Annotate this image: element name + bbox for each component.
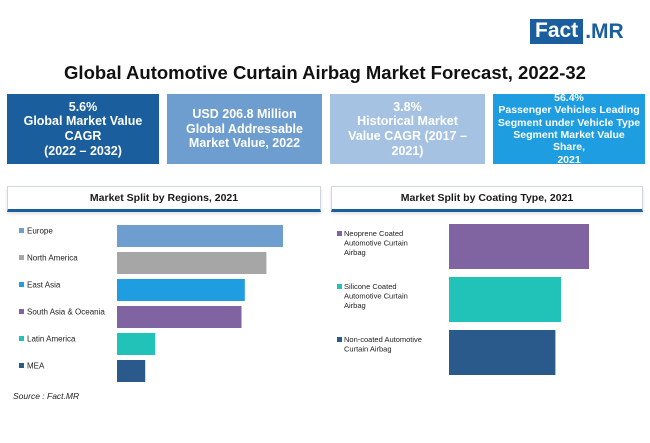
bar-europe [117,225,283,247]
stat-label: Passenger Vehicles Leading [498,104,640,117]
tick-label-latin-america: Latin America [27,335,76,344]
stat-label: (2022 – 2032) [44,143,122,158]
tick-label-east-asia: East Asia [27,281,61,290]
stat-value: USD 206.8 Million [192,106,297,121]
legend-marker-north-america [19,255,24,260]
stat-value: 56.4% [554,91,584,104]
tick-label-south-asia-oceania: South Asia & Oceania [27,308,105,317]
legend-marker-latin-america [19,336,24,341]
bar-east-asia [117,279,245,301]
stat-value: 5.6% [68,99,98,114]
legend-marker-south-asia-oceania [19,309,24,314]
stat-value: 3.8% [393,99,422,114]
stat-label: 2021) [391,143,424,158]
fact-mr-logo: Fact .MR [530,19,624,44]
tick-label-neoprene-coated-automotive-curtain-airbag: Neoprene Coated Automotive Curtain Airbag [344,229,408,257]
stat-box-cagr: 5.6% Global Market Value CAGR (2022 – 20… [7,94,159,164]
stat-label: CAGR [64,129,102,143]
regions-chart-title: Market Split by Regions, 2021 [7,186,321,212]
page-title: Global Automotive Curtain Airbag Market … [64,62,586,83]
source-note: Source : Fact.MR [13,391,80,401]
bar-neoprene-coated-automotive-curtain-airbag [449,224,589,269]
logo-fact-text: Fact [530,19,584,44]
legend-marker-east-asia [19,282,24,287]
stat-label: Segment Market Value Share, [513,129,625,154]
stat-box-market-value: USD 206.8 Million Global Addressable Mar… [167,94,322,164]
tick-label-europe: Europe [27,227,53,236]
legend-marker-silicone-coated-automotive-curtain-airbag [337,284,342,289]
bar-south-asia-oceania [117,306,242,328]
bar-north-america [117,252,267,274]
legend-marker-europe [19,228,24,233]
logo-mr-text: .MR [585,19,624,43]
stat-label: 2021 [557,153,581,166]
stat-box-segment-share: 56.4% Passenger Vehicles Leading Segment… [493,91,645,166]
bar-mea [117,360,146,382]
stat-label: Global Market Value [23,114,143,129]
tick-label-mea: MEA [27,362,45,371]
tick-label-silicone-coated-automotive-curtain-airbag: Silicone Coated Automotive Curtain Airbag [344,282,408,310]
stat-label: Market Value, 2022 [188,136,301,151]
legend-marker-mea [19,363,24,368]
coating-bar-chart: Neoprene Coated Automotive Curtain Airbag S… [337,224,589,375]
bar-latin-america [117,333,156,355]
regions-bar-chart: Europe North America East Asia South Asia &… [19,225,283,382]
legend-marker-non-coated-automotive-curtain-airbag [337,337,342,342]
stat-box-historical-cagr: 3.8% Historical Market Value CAGR (2017 … [330,94,485,164]
bar-silicone-coated-automotive-curtain-airbag [449,277,561,322]
stat-label: Historical Market [357,114,458,129]
bar-non-coated-automotive-curtain-airbag [449,330,556,375]
stat-label: Segment under Vehicle Type [497,116,641,129]
stat-label: Global Addressable [186,121,303,136]
tick-label-north-america: North America [27,254,78,263]
legend-marker-neoprene-coated-automotive-curtain-airbag [337,231,342,236]
coating-chart-title: Market Split by Coating Type, 2021 [331,186,643,212]
stat-label: Value CAGR (2017 – [348,129,467,143]
tick-label-non-coated-automotive-curtain-airbag: Non-coated Automotive Curtain Airbag [344,335,422,354]
